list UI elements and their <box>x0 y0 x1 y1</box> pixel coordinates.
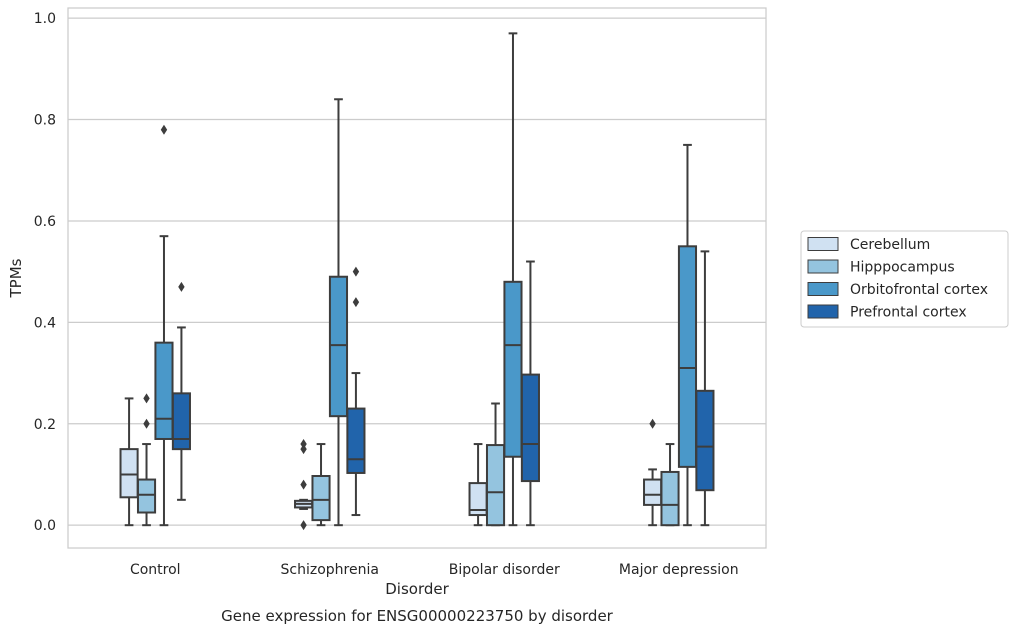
box-2-3 <box>520 260 540 527</box>
box-body <box>154 341 174 440</box>
box-body <box>311 475 331 522</box>
box-3-1 <box>660 443 680 527</box>
y-tick-label: 0.8 <box>34 113 56 129</box>
outlier-point <box>300 479 307 490</box>
legend-frame <box>800 230 1009 328</box>
box-0-3 <box>171 281 191 501</box>
box-1-3 <box>346 266 366 517</box>
box-body <box>485 444 506 527</box>
box-1-2 <box>328 98 349 527</box>
chart-caption: Gene expression for ENSG00000223750 by d… <box>221 607 614 625</box>
outlier-point <box>649 418 656 429</box>
x-tick-label: Schizophrenia <box>281 562 379 578</box>
box-3-3 <box>695 250 715 527</box>
y-tick-label: 1.0 <box>34 11 56 27</box>
y-tick-label: 0.6 <box>34 214 56 230</box>
box-body <box>171 392 191 451</box>
x-tick-label: Major depression <box>619 562 739 578</box>
legend-label: Hipppocampus <box>850 260 955 276</box>
box-body <box>328 275 349 418</box>
x-tick-label: Control <box>130 562 181 578</box>
y-tick-label: 0.4 <box>34 315 56 331</box>
legend-label: Orbitofrontal cortex <box>850 282 988 298</box>
legend-swatch <box>807 259 839 274</box>
box-body <box>136 478 157 514</box>
x-tick-label: Bipolar disorder <box>449 562 560 578</box>
x-axis-title: Disorder <box>385 580 449 598</box>
box-body <box>643 478 663 506</box>
box-1-1 <box>311 443 331 527</box>
box-0-1 <box>136 393 157 527</box>
outlier-point <box>352 266 360 277</box>
y-axis-ticks: 0.0 0.2 0.4 0.6 0.8 1.0 <box>34 11 56 534</box>
x-axis-ticks: Control Schizophrenia Bipolar disorder Majo… <box>130 562 739 578</box>
outlier-point <box>300 439 307 450</box>
plot-frame <box>67 7 767 549</box>
y-tick-label: 0.0 <box>34 518 56 534</box>
legend-swatch <box>807 237 839 251</box>
y-axis-title: TPMs <box>7 258 25 298</box>
box-0-2 <box>154 124 174 527</box>
box-body <box>503 280 523 458</box>
legend-label: Cerebellum <box>850 237 930 253</box>
box-3-2 <box>677 143 698 527</box>
legend: Cerebellum Hipppocampus Orbitofrontal cort… <box>800 230 1009 328</box>
plot-background <box>68 8 766 548</box>
outlier-point <box>352 297 360 308</box>
legend-label: Prefrontal cortex <box>850 305 967 321</box>
box-body <box>695 389 715 492</box>
outlier-point <box>143 393 150 404</box>
box-body <box>520 373 540 483</box>
box-2-2 <box>503 32 523 527</box>
box-body <box>677 245 698 468</box>
outlier-point <box>300 520 307 531</box>
outlier-point <box>160 124 168 135</box>
outlier-point <box>143 418 150 429</box>
y-tick-label: 0.2 <box>34 417 56 433</box>
outlier-point <box>300 444 307 455</box>
box-2-1 <box>485 402 506 527</box>
box-body <box>119 448 139 499</box>
box-body <box>346 407 366 474</box>
box-body <box>660 470 680 527</box>
outlier-point <box>178 281 185 292</box>
box-0-0 <box>119 397 139 527</box>
boxes <box>119 32 715 531</box>
legend-swatch <box>807 304 839 319</box>
legend-swatch <box>807 282 839 296</box>
